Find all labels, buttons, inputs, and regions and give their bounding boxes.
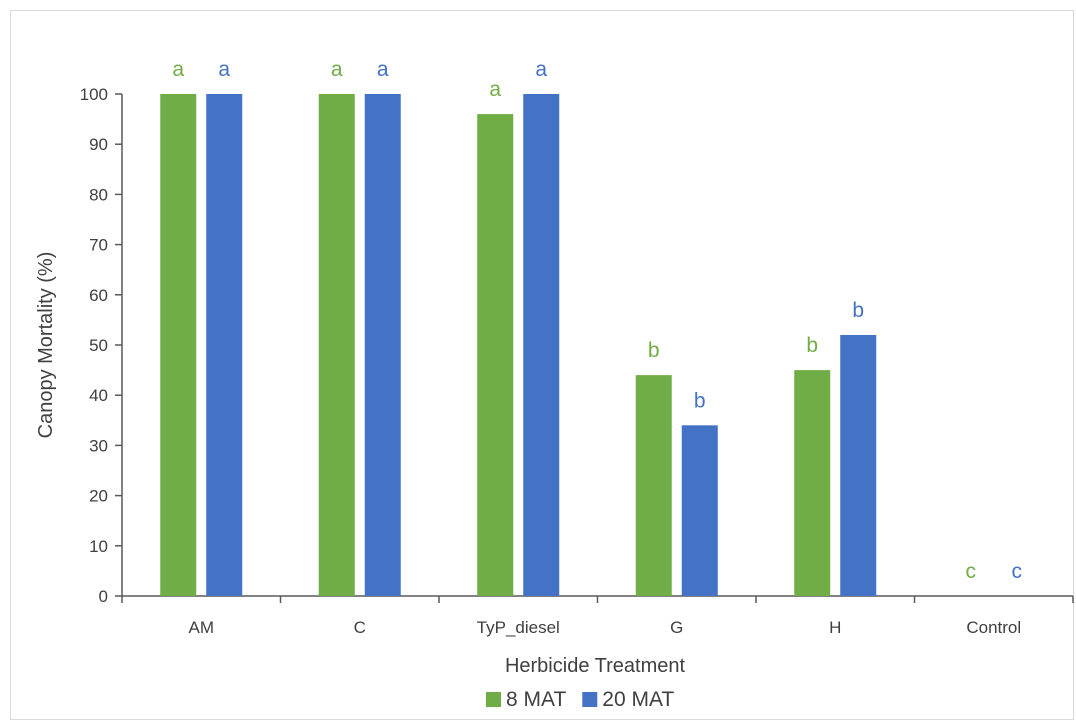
legend-label: 8 MAT xyxy=(506,688,566,711)
significance-letter: a xyxy=(535,58,547,81)
significance-letter: b xyxy=(694,389,706,412)
y-tick-label: 90 xyxy=(89,135,108,154)
significance-letter: b xyxy=(852,299,864,322)
significance-letter: a xyxy=(218,58,230,81)
x-axis: AM C TyP_diesel G H Control xyxy=(121,595,1074,637)
y-axis-title: Canopy Mortality (%) xyxy=(35,252,57,439)
significance-letter: a xyxy=(489,78,501,101)
bar xyxy=(840,334,877,596)
bar xyxy=(681,425,718,596)
x-tick-label: Control xyxy=(966,618,1021,637)
bar xyxy=(206,94,243,596)
y-tick-label: 10 xyxy=(89,537,108,556)
bar xyxy=(523,94,560,596)
legend-swatch xyxy=(486,692,501,707)
legend-label: 20 MAT xyxy=(602,688,674,711)
y-tick-label: 40 xyxy=(89,386,108,405)
bar xyxy=(794,370,831,596)
x-tick-label: G xyxy=(670,618,683,637)
x-tick-label: C xyxy=(354,618,366,637)
significance-letter: a xyxy=(377,58,389,81)
y-tick-label: 0 xyxy=(99,587,108,606)
y-tick-label: 80 xyxy=(89,185,108,204)
bar xyxy=(477,114,514,596)
x-tick-label: AM xyxy=(189,618,215,637)
x-tick-label: TyP_diesel xyxy=(477,618,560,637)
significance-letter: b xyxy=(648,339,660,362)
bar xyxy=(318,94,355,596)
significance-letter: c xyxy=(966,560,977,583)
bar xyxy=(364,94,401,596)
significance-letter: b xyxy=(806,334,818,357)
y-tick-label: 70 xyxy=(89,236,108,255)
x-axis-title: Herbicide Treatment xyxy=(505,655,686,677)
y-tick-label: 100 xyxy=(80,85,108,104)
bar xyxy=(160,94,197,596)
legend-swatch xyxy=(582,692,598,707)
y-axis: 0 10 20 30 40 50 60 70 80 90 100 xyxy=(80,85,123,606)
significance-letter: a xyxy=(172,58,184,81)
significance-letters: a a a b b c a a a b b c xyxy=(172,58,1022,583)
significance-letter: a xyxy=(331,58,343,81)
y-tick-label: 50 xyxy=(89,336,108,355)
x-tick-label: H xyxy=(829,618,841,637)
significance-letter: c xyxy=(1012,560,1023,583)
y-tick-label: 60 xyxy=(89,286,108,305)
legend: 8 MAT 20 MAT xyxy=(486,688,674,711)
y-tick-label: 30 xyxy=(89,436,108,455)
y-tick-label: 20 xyxy=(89,487,108,506)
bars xyxy=(160,94,877,596)
bar xyxy=(635,375,672,596)
